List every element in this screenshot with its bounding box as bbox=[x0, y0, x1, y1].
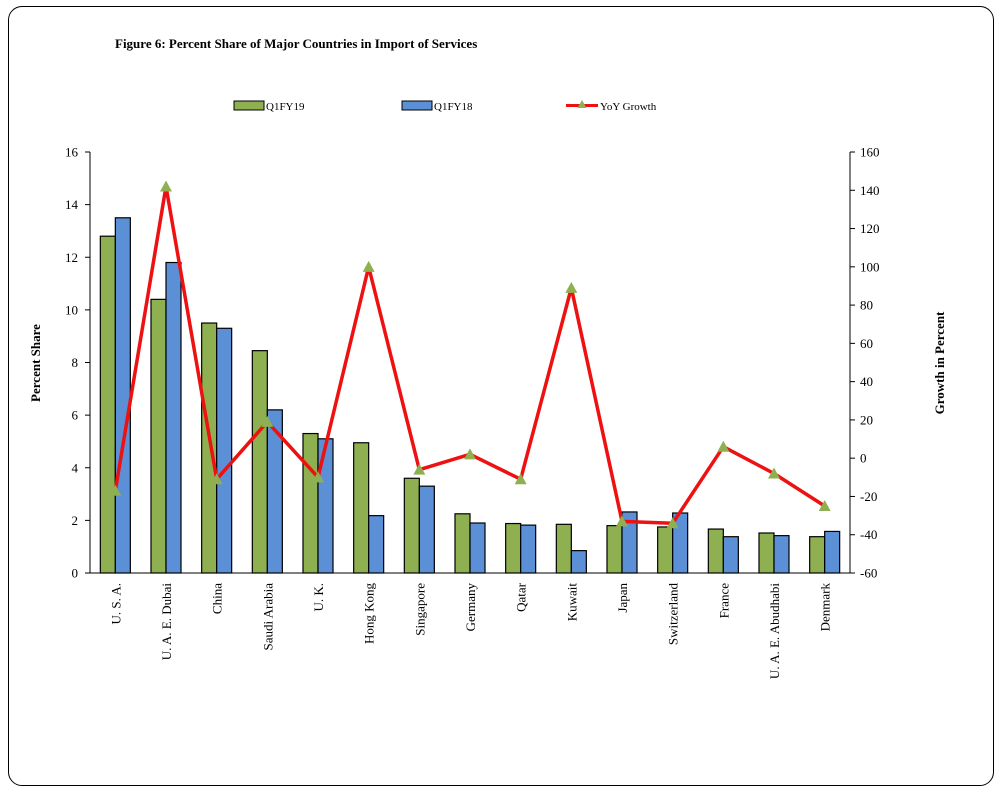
yoy-growth-point bbox=[666, 517, 679, 529]
y-tick-label: 8 bbox=[72, 355, 79, 370]
yoy-growth-point bbox=[413, 463, 426, 475]
yoy-growth-point bbox=[768, 467, 780, 479]
x-tick-label: Qatar bbox=[514, 582, 529, 612]
y-tick-label: 12 bbox=[65, 250, 78, 265]
x-tick-label: U. A. E. Abudhabi bbox=[767, 583, 782, 679]
y-tick-label: 14 bbox=[65, 197, 79, 212]
x-tick-label: Denmark bbox=[818, 583, 833, 632]
bar-q1fy18 bbox=[520, 524, 537, 574]
yoy-growth-point bbox=[210, 473, 223, 485]
bar-q1fy18 bbox=[165, 261, 182, 574]
y2-tick-label: 80 bbox=[860, 298, 873, 313]
yoy-growth-point bbox=[362, 260, 375, 272]
bar-q1fy18 bbox=[469, 522, 486, 574]
yoy-growth-point bbox=[261, 415, 274, 427]
x-tick-label: Singapore bbox=[412, 583, 427, 636]
y-tick-label: 4 bbox=[72, 460, 79, 475]
legend-label-q1fy19: Q1FY19 bbox=[266, 101, 305, 113]
bar-q1fy19 bbox=[403, 477, 420, 574]
bar-q1fy18 bbox=[570, 550, 587, 574]
legend-item-q1fy18: Q1FY18 bbox=[401, 100, 473, 113]
bar-q1fy19 bbox=[251, 350, 268, 574]
plot-area: 0 2 4 6 8 10 12 14 16 -60 -40 -20 0 20 40 60 80 100 120 140… bbox=[65, 145, 880, 680]
legend-label-q1fy18: Q1FY18 bbox=[434, 101, 473, 113]
yoy-growth-point bbox=[565, 281, 578, 293]
y-tick-label: 16 bbox=[65, 145, 79, 160]
bar-q1fy19 bbox=[505, 522, 522, 574]
yoy-growth-point bbox=[160, 180, 172, 192]
x-tick-label: China bbox=[210, 583, 225, 614]
bar-q1fy18 bbox=[773, 535, 790, 574]
y2-tick-label: 120 bbox=[860, 221, 880, 236]
y2-tick-label: 160 bbox=[860, 145, 880, 160]
bar-q1fy19 bbox=[707, 528, 724, 574]
y-tick-label: 2 bbox=[72, 513, 79, 528]
bar-q1fy19 bbox=[302, 432, 319, 574]
bar-q1fy19 bbox=[150, 298, 167, 574]
x-tick-label: France bbox=[716, 583, 731, 619]
bar-q1fy19 bbox=[99, 235, 116, 574]
bar-q1fy18 bbox=[621, 511, 638, 574]
bar-q1fy18 bbox=[418, 485, 435, 574]
y2-tick-label: 40 bbox=[860, 374, 873, 389]
legend-marker-yoy bbox=[577, 100, 587, 108]
y2-tick-label: 100 bbox=[860, 259, 880, 274]
bar-q1fy19 bbox=[809, 536, 826, 574]
yoy-growth-point bbox=[514, 473, 527, 485]
y2-tick-label: 140 bbox=[860, 183, 880, 198]
x-tick-label: U. S. A. bbox=[108, 583, 123, 625]
legend-item-q1fy19: Q1FY19 bbox=[233, 100, 305, 113]
y-axis-label: Percent Share bbox=[28, 324, 43, 402]
y2-tick-label: 60 bbox=[860, 336, 873, 351]
bar-q1fy19 bbox=[606, 525, 623, 574]
yoy-growth-point bbox=[109, 484, 122, 496]
x-tick-label: Japan bbox=[615, 583, 630, 613]
bar-q1fy19 bbox=[555, 523, 572, 574]
bar-q1fy18 bbox=[824, 530, 841, 574]
legend-swatch-q1fy18 bbox=[401, 100, 433, 111]
yoy-growth-point bbox=[616, 515, 628, 527]
x-tick-label: Kuwait bbox=[564, 583, 579, 622]
bar-q1fy18 bbox=[317, 438, 334, 574]
bar-q1fy19 bbox=[454, 513, 471, 574]
x-tick-label: U. A. E. Dubai bbox=[159, 583, 174, 661]
y2-tick-label: -40 bbox=[860, 527, 877, 542]
bar-q1fy19 bbox=[657, 526, 674, 574]
bar-q1fy18 bbox=[722, 536, 739, 574]
y-tick-label: 6 bbox=[72, 408, 79, 423]
bar-q1fy19 bbox=[201, 322, 218, 574]
y-tick-label: 10 bbox=[65, 302, 78, 317]
y2-axis-label: Growth in Percent bbox=[932, 311, 947, 414]
x-tick-label: Germany bbox=[463, 583, 478, 632]
legend-label-yoy: YoY Growth bbox=[600, 101, 657, 113]
chart-title: Figure 6: Percent Share of Major Countri… bbox=[115, 36, 477, 51]
yoy-growth-point bbox=[818, 500, 831, 512]
legend-item-yoy-growth: YoY Growth bbox=[566, 100, 657, 113]
y2-tick-label: 0 bbox=[860, 451, 867, 466]
bar-q1fy18 bbox=[368, 515, 385, 574]
x-tick-label: Saudi Arabia bbox=[260, 583, 275, 651]
yoy-growth-point bbox=[464, 448, 476, 460]
y-tick-label: 0 bbox=[72, 566, 79, 581]
yoy-growth-point bbox=[312, 471, 324, 483]
x-tick-label: Hong Kong bbox=[362, 583, 377, 645]
x-tick-label: Switzerland bbox=[666, 583, 681, 646]
bar-q1fy18 bbox=[216, 327, 233, 574]
bar-q1fy18 bbox=[266, 409, 283, 574]
legend-swatch-q1fy19 bbox=[233, 100, 265, 111]
legend: Q1FY19 Q1FY18 YoY Growth bbox=[233, 100, 657, 113]
bar-q1fy19 bbox=[758, 532, 775, 574]
y2-tick-label: -60 bbox=[860, 566, 877, 581]
bar-q1fy19 bbox=[353, 442, 370, 574]
y2-tick-label: -20 bbox=[860, 489, 877, 504]
bar-q1fy18 bbox=[114, 217, 131, 574]
y2-tick-label: 20 bbox=[860, 412, 873, 427]
yoy-growth-point bbox=[717, 440, 730, 452]
chart-canvas: Figure 6: Percent Share of Major Countri… bbox=[28, 36, 947, 680]
x-tick-label: U. K. bbox=[311, 583, 326, 612]
